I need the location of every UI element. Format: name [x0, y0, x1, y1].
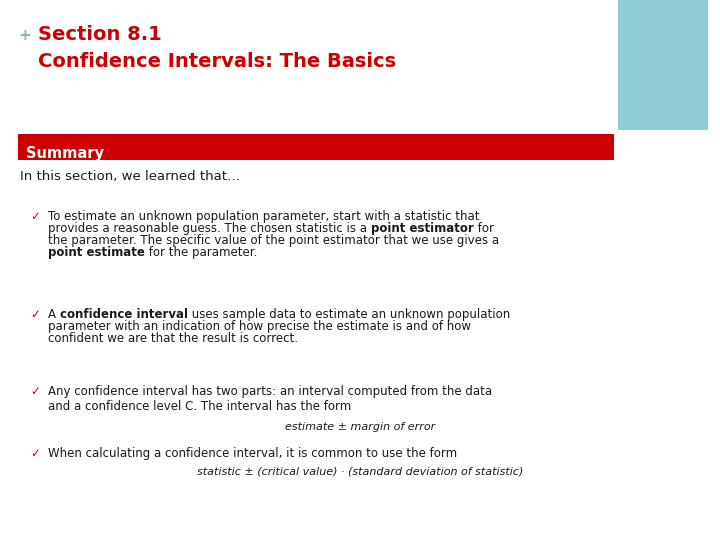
- Text: estimate ± margin of error: estimate ± margin of error: [285, 422, 435, 432]
- Text: confidence interval: confidence interval: [60, 308, 188, 321]
- Text: In this section, we learned that…: In this section, we learned that…: [20, 170, 240, 183]
- Text: parameter with an indication of how precise the estimate is and of how: parameter with an indication of how prec…: [48, 320, 471, 333]
- Text: ✓: ✓: [30, 447, 40, 460]
- Text: provides a reasonable guess. The chosen statistic is a: provides a reasonable guess. The chosen …: [48, 222, 371, 235]
- Text: statistic ± (critical value) · (standard deviation of statistic): statistic ± (critical value) · (standard…: [197, 467, 523, 477]
- Text: point estimate: point estimate: [48, 246, 145, 259]
- Text: point estimator: point estimator: [371, 222, 474, 235]
- Text: Summary: Summary: [26, 146, 104, 161]
- Bar: [618, 0, 708, 130]
- Text: for the parameter.: for the parameter.: [145, 246, 257, 259]
- Text: Section 8.1: Section 8.1: [38, 25, 162, 44]
- Text: for: for: [474, 222, 493, 235]
- Text: A: A: [48, 308, 60, 321]
- Text: Any confidence interval has two parts: an interval computed from the data
and a : Any confidence interval has two parts: a…: [48, 385, 492, 413]
- Text: confident we are that the result is correct.: confident we are that the result is corr…: [48, 332, 298, 345]
- Text: To estimate an unknown population parameter, start with a statistic that: To estimate an unknown population parame…: [48, 210, 480, 223]
- Text: +: +: [18, 28, 31, 43]
- Bar: [18, 134, 614, 160]
- Text: ✓: ✓: [30, 308, 40, 321]
- Text: ✓: ✓: [30, 210, 40, 223]
- Text: ✓: ✓: [30, 385, 40, 398]
- Text: uses sample data to estimate an unknown population: uses sample data to estimate an unknown …: [188, 308, 510, 321]
- Text: the parameter. The specific value of the point estimator that we use gives a: the parameter. The specific value of the…: [48, 234, 499, 247]
- Text: Confidence Intervals: The Basics: Confidence Intervals: The Basics: [38, 52, 396, 71]
- Text: When calculating a confidence interval, it is common to use the form: When calculating a confidence interval, …: [48, 447, 457, 460]
